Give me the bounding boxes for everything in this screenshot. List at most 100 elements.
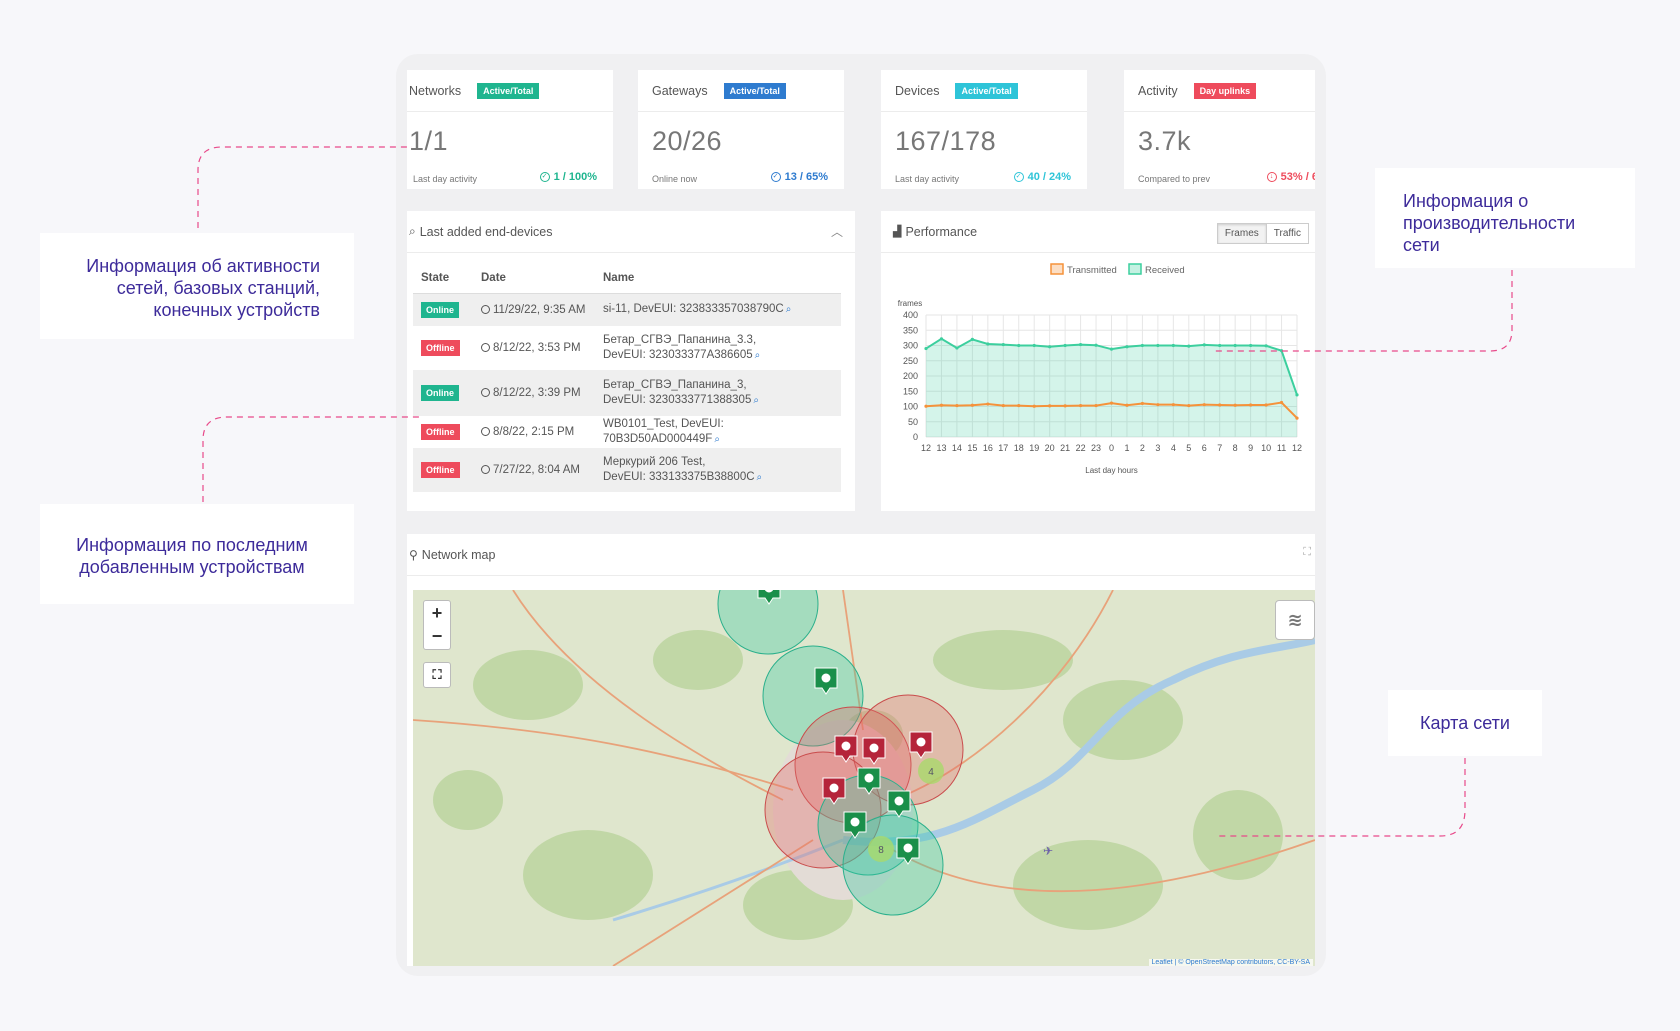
search-icon[interactable]: ⌕ [714,433,720,445]
y-tick-label: 100 [903,402,918,412]
data-point [970,337,974,341]
gateway-marker-icon[interactable] [864,773,874,783]
data-point [1279,349,1284,353]
gateway-marker-icon[interactable] [916,737,926,747]
chart-mode-tabs: Frames Traffic [1216,223,1309,244]
stat-value: 3.7k [1138,126,1192,156]
gateway-marker-icon[interactable] [903,843,913,853]
gateway-marker-icon[interactable] [764,590,774,593]
status-badge: Offline [421,423,460,440]
data-point [1109,347,1114,351]
stat-badge: Active/Total [477,82,540,99]
column-header-state[interactable]: State [413,263,473,294]
data-point [1233,343,1237,348]
data-point [939,403,944,407]
data-point [1171,403,1175,407]
fullscreen-icon[interactable]: ⛶ [1303,546,1311,558]
check-circle-icon: ✓ [539,172,550,182]
y-tick-label: 400 [903,310,918,320]
x-tick-label: 15 [967,443,977,453]
stat-title: Networks [409,83,462,98]
data-point [955,346,959,350]
map-zoom-in-button[interactable]: + [423,600,451,626]
data-point [1017,343,1021,348]
gateway-marker-icon[interactable] [841,741,851,751]
gateway-marker-icon[interactable] [821,673,831,683]
data-point [1001,342,1005,347]
map-attribution[interactable]: Leaflet | © OpenStreetMap contributors, … [1148,959,1313,966]
map-forest [523,830,653,920]
x-tick-label: 13 [936,443,946,453]
stat-badge: Active/Total [955,82,1018,99]
table-row[interactable]: Offline 8/12/22, 3:53 PM Бетар_СГВЭ_Папа… [413,326,841,370]
map-fullscreen-button[interactable]: ⛶ [423,662,451,688]
x-tick-label: 6 [1202,443,1207,453]
gateway-marker-icon[interactable] [869,743,879,753]
device-eui: DevEUI: 3230333771388305 [603,393,752,406]
devices-table: State Date Name Online 11/29/22, 9:35 AM s… [413,263,841,492]
tab-traffic[interactable]: Traffic [1273,228,1301,239]
y-tick-label: 200 [903,371,918,381]
x-tick-label: 20 [1045,443,1055,453]
map-forest [1013,840,1163,930]
search-icon[interactable]: ⌕ [785,304,792,316]
legend-label: Received [1145,265,1185,276]
collapse-chevron-icon[interactable]: ︿ [830,225,843,239]
data-point [1140,343,1145,348]
map-title: Network map [421,547,496,562]
data-point [1171,343,1175,348]
performance-panel: ▟ Performance Frames Traffic 0 50 100 150 20… [881,211,1315,511]
gateway-marker-icon[interactable] [894,796,904,806]
status-badge: Offline [421,339,460,356]
device-date: 8/12/22, 3:39 PM [493,386,581,399]
data-point [1202,403,1206,407]
data-point [939,337,944,341]
column-header-name[interactable]: Name [595,263,841,294]
map-canvas[interactable]: 4 8 ✈ [413,590,1315,966]
map-forest [1063,680,1183,760]
column-header-date[interactable]: Date [473,263,595,294]
data-point [1078,342,1083,347]
tab-frames[interactable]: Frames [1217,224,1267,243]
cluster-marker[interactable] [918,758,944,784]
data-point [1156,403,1160,407]
legend-swatch [1050,263,1064,275]
data-point [1017,403,1021,408]
map-road [512,590,784,801]
table-row[interactable]: Online 8/12/22, 3:39 PM Бетар_СГВЭ_Папан… [413,369,841,416]
search-icon[interactable]: ⌕ [753,394,759,406]
data-point [1295,393,1299,397]
data-point [955,403,959,408]
data-point [1156,343,1160,348]
gateway-marker[interactable] [757,590,781,605]
data-point [1032,404,1036,408]
x-tick-label: 12 [1292,443,1302,453]
stat-value: 1/1 [409,126,449,156]
x-tick-label: 11 [1277,443,1286,453]
data-point [1187,403,1191,408]
search-icon[interactable]: ⌕ [754,349,761,361]
table-row[interactable]: Offline 7/27/22, 8:04 AM Меркурий 206 Te… [413,447,841,492]
gateway-marker-icon[interactable] [850,817,860,827]
map-layers-button[interactable]: ≋ [1275,600,1315,640]
table-row[interactable]: Offline 8/8/22, 2:15 PM WB0101_Test, Dev… [413,416,841,448]
gateway-marker-icon[interactable] [829,783,839,793]
search-icon[interactable]: ⌕ [756,471,763,483]
cluster-count: 8 [878,845,884,856]
map-zoom-out-button[interactable]: − [423,625,451,650]
data-point [1140,401,1145,406]
y-tick-label: 350 [903,325,918,335]
map-road [842,590,864,731]
data-point [1264,403,1268,407]
data-point [1187,344,1191,348]
y-tick-label: 150 [903,386,918,396]
table-row[interactable]: Online 11/29/22, 9:35 AM si-11, DevEUI: … [413,293,841,326]
cluster-marker[interactable] [868,836,894,862]
legend-label: Transmitted [1067,265,1117,276]
y-tick-label: 0 [913,432,918,442]
map-road [413,719,794,791]
device-date: 8/12/22, 3:53 PM [493,341,581,354]
stat-card-activity: Activity Day uplinks 3.7k Compared to pr… [1124,70,1315,189]
down-arrow-icon: ↓ [1266,172,1277,182]
data-point [1125,345,1129,349]
